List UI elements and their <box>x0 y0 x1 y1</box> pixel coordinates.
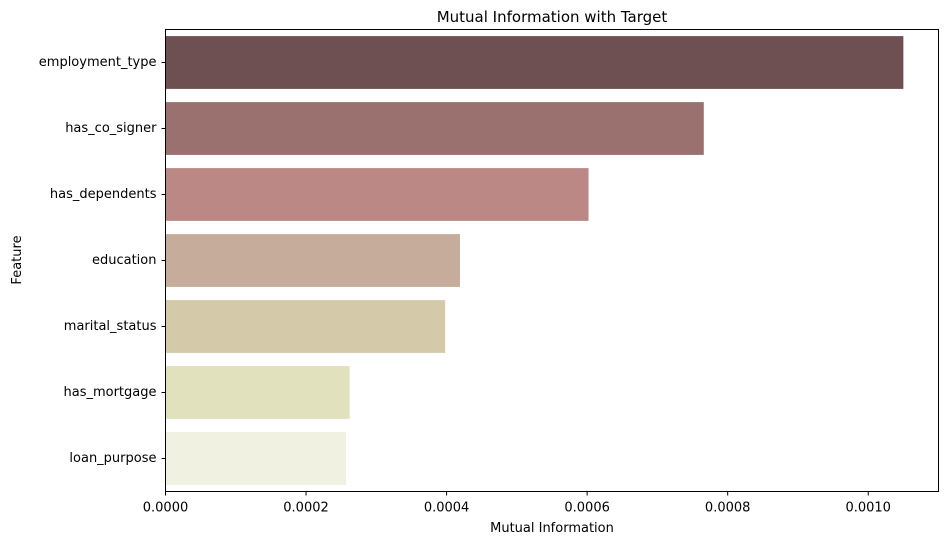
bar-marital-status <box>165 300 446 353</box>
plot-frame <box>165 29 939 492</box>
y-axis-ticks: employment_type has_co_signer has_dependen… <box>39 55 166 466</box>
bars-group <box>165 36 904 485</box>
y-tick-label: marital_status <box>64 319 157 334</box>
y-tick-label: has_dependents <box>50 187 157 202</box>
bar-loan-purpose <box>165 432 347 485</box>
x-tick-label: 0.0000 <box>143 501 189 516</box>
bar-education <box>165 234 460 287</box>
bar-has-co-signer <box>165 102 704 155</box>
x-tick-label: 0.0010 <box>845 501 891 516</box>
x-tick-label: 0.0002 <box>283 501 329 516</box>
chart-title: Mutual Information with Target <box>437 8 668 26</box>
y-tick-label: has_mortgage <box>63 385 156 400</box>
bar-employment-type <box>165 36 904 89</box>
x-axis-ticks: 0.0000 0.0002 0.0004 0.0006 0.0008 0.0010 <box>143 491 891 516</box>
bar-has-mortgage <box>165 366 350 419</box>
bar-has-dependents <box>165 168 589 221</box>
y-tick-label: employment_type <box>39 55 157 70</box>
x-tick-label: 0.0004 <box>424 501 470 516</box>
x-axis-label: Mutual Information <box>490 521 614 536</box>
y-axis-label: Feature <box>10 235 25 284</box>
x-tick-label: 0.0006 <box>564 501 610 516</box>
y-tick-label: education <box>92 253 157 268</box>
y-tick-label: loan_purpose <box>69 451 156 466</box>
y-tick-label: has_co_signer <box>65 121 157 136</box>
x-tick-label: 0.0008 <box>705 501 751 516</box>
